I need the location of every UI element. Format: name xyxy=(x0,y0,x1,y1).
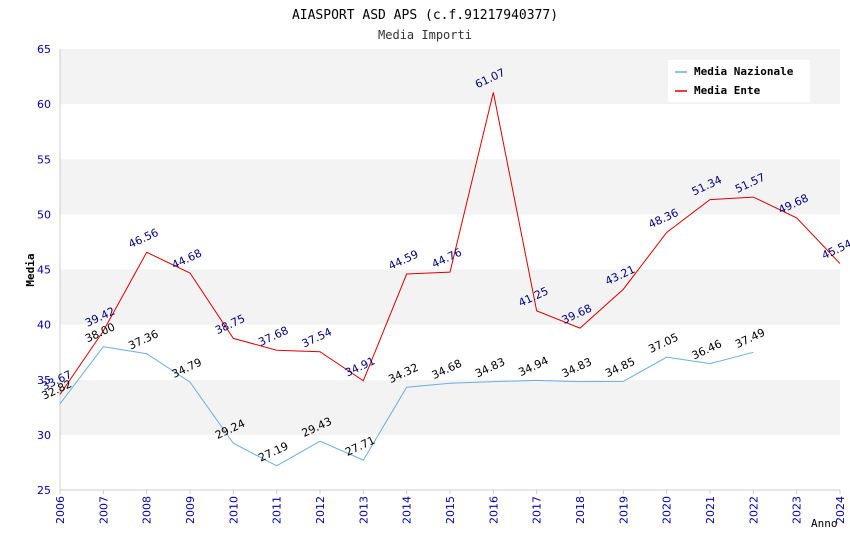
x-tick-label: 2017 xyxy=(531,496,544,524)
x-tick-label: 2019 xyxy=(617,496,630,524)
x-tick-label: 2010 xyxy=(227,496,240,524)
x-tick-label: 2020 xyxy=(661,496,674,524)
grid-band xyxy=(60,104,840,160)
chart-title: AIASPORT ASD APS (c.f.91217940377) xyxy=(292,8,558,23)
y-tick-label: 35 xyxy=(37,374,51,387)
grid-band xyxy=(60,379,840,435)
x-tick-labels: 2006 2007 2008 2009 2010 2011 2012 2013 2014 2015… xyxy=(54,496,847,524)
grid-band xyxy=(60,324,840,380)
x-tick-label: 2014 xyxy=(401,496,414,524)
legend-box xyxy=(668,60,810,102)
legend-label-ente: Media Ente xyxy=(694,84,761,97)
chart-subtitle: Media Importi xyxy=(378,28,472,42)
grid-band xyxy=(60,214,840,270)
series-line-nazionale xyxy=(59,346,754,467)
legend-label-nazionale: Media Nazionale xyxy=(694,65,794,78)
x-tick-label: 2008 xyxy=(141,496,154,524)
x-axis-label: Anno xyxy=(811,517,838,530)
axes xyxy=(59,49,841,494)
x-tick-label: 2007 xyxy=(97,496,110,524)
y-tick-label: 25 xyxy=(37,484,51,497)
x-tick-label: 2016 xyxy=(487,496,500,524)
x-tick-label: 2011 xyxy=(271,496,284,524)
x-tick-label: 2013 xyxy=(357,496,370,524)
x-tick-label: 2022 xyxy=(747,496,760,524)
x-tick-label: 2015 xyxy=(444,496,457,524)
x-tick-label: 2009 xyxy=(184,496,197,524)
series-lines xyxy=(59,92,841,467)
y-tick-label: 30 xyxy=(37,429,51,442)
grid-band xyxy=(60,269,840,325)
y-tick-labels: 25 30 35 40 45 50 55 60 65 xyxy=(37,43,51,497)
y-tick-label: 65 xyxy=(37,43,51,56)
y-axis-label: Media xyxy=(24,253,37,286)
legend: Media Nazionale Media Ente xyxy=(668,60,810,102)
y-tick-label: 40 xyxy=(37,319,51,332)
x-tick-label: 2024 xyxy=(834,496,847,524)
x-tick-label: 2023 xyxy=(791,496,804,524)
y-tick-label: 60 xyxy=(37,98,51,111)
y-tick-label: 55 xyxy=(37,153,51,166)
y-tick-label: 50 xyxy=(37,208,51,221)
grid-band xyxy=(60,159,840,215)
grid-bands xyxy=(60,49,840,490)
grid-band xyxy=(60,434,840,490)
series-line-ente xyxy=(59,92,841,395)
x-tick-label: 2012 xyxy=(314,496,327,524)
x-tick-label: 2018 xyxy=(574,496,587,524)
x-tick-label: 2021 xyxy=(704,496,717,524)
x-tick-label: 2006 xyxy=(54,496,67,524)
y-tick-label: 45 xyxy=(37,264,51,277)
